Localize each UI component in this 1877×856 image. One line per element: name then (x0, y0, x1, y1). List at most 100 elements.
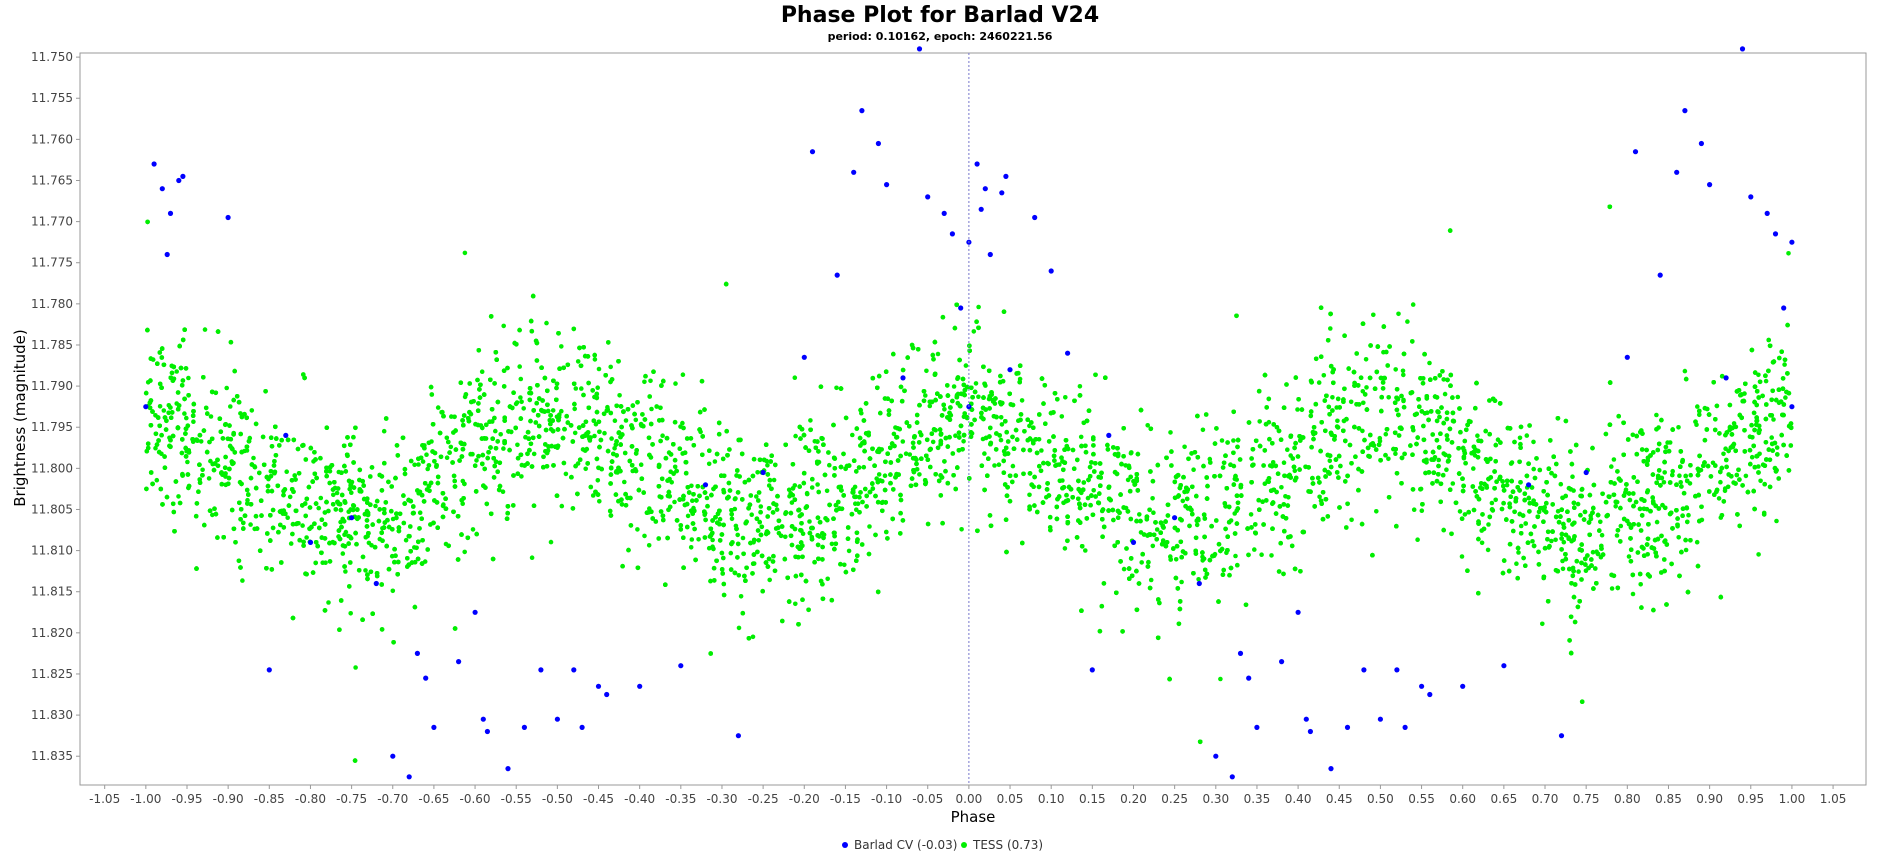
tess-point (1630, 432, 1636, 438)
tess-point (1249, 525, 1254, 530)
tess-point (162, 454, 167, 459)
tess-point (1231, 438, 1236, 443)
tess-point (607, 508, 613, 514)
tess-point (373, 503, 378, 509)
tess-point (1262, 481, 1268, 487)
tess-point (1292, 468, 1298, 474)
tess-point (914, 412, 920, 418)
tess-point (726, 480, 732, 486)
tess-point (544, 320, 549, 326)
tess-point (1579, 699, 1585, 704)
tess-point (1579, 486, 1585, 492)
tess-point (1364, 385, 1369, 390)
tess-point (736, 625, 742, 631)
tess-point (717, 538, 723, 543)
tess-point (1313, 356, 1319, 362)
tess-point (1194, 522, 1200, 528)
tess-point (1560, 566, 1566, 572)
tess-point (1763, 378, 1769, 384)
tess-point (1618, 539, 1623, 544)
tess-point (1444, 410, 1450, 416)
tess-point (1618, 505, 1623, 511)
tess-point (1479, 540, 1485, 546)
tess-point (1396, 311, 1401, 317)
tess-point (1386, 395, 1391, 400)
tess-point (1514, 561, 1519, 566)
tess-point (184, 415, 189, 421)
tess-point (1337, 405, 1342, 410)
tess-point (824, 488, 830, 494)
tess-point (1415, 435, 1420, 440)
tess-point (579, 386, 584, 391)
tess-point (778, 533, 784, 539)
tess-point (815, 439, 820, 444)
tess-point (924, 368, 929, 374)
tess-point (1450, 481, 1456, 486)
tess-point (1527, 423, 1532, 428)
tess-point (886, 408, 892, 413)
tess-point (729, 516, 735, 522)
tess-point (227, 423, 232, 428)
tess-point (374, 498, 380, 504)
tess-point (935, 351, 941, 357)
tess-point (630, 403, 636, 408)
tess-point (476, 453, 481, 459)
tess-point (324, 473, 330, 479)
tess-point (425, 466, 431, 472)
tess-point (458, 380, 464, 386)
tess-point (381, 428, 387, 434)
tess-point (270, 525, 276, 531)
tess-point (196, 489, 201, 495)
tess-point (1516, 550, 1521, 555)
tess-point (248, 522, 253, 527)
tess-point (340, 516, 346, 522)
tess-point (596, 366, 602, 372)
tess-point (1325, 338, 1331, 343)
tess-point (597, 499, 602, 504)
tess-point (727, 447, 732, 452)
tess-point (1718, 479, 1723, 485)
tess-point (1401, 404, 1407, 410)
tess-point (885, 536, 890, 541)
tess-point (1031, 425, 1036, 431)
tess-point (310, 570, 316, 575)
tess-point (987, 513, 993, 518)
tess-point (642, 379, 647, 385)
tess-point (348, 611, 354, 616)
tess-point (681, 535, 686, 540)
tess-point (462, 250, 468, 256)
tess-point (559, 344, 564, 349)
tess-point (820, 544, 825, 550)
tess-point (1613, 504, 1618, 509)
tess-point (1471, 466, 1476, 471)
tess-point (1046, 439, 1052, 444)
tess-point (528, 441, 534, 447)
tess-point (360, 554, 366, 560)
tess-point (1578, 512, 1583, 518)
tess-point (1559, 536, 1564, 541)
tess-point (749, 512, 754, 517)
tess-point (416, 462, 421, 467)
tess-point (1371, 312, 1376, 318)
tess-point (1400, 368, 1406, 374)
tess-point (1233, 553, 1238, 559)
tess-point (1001, 458, 1006, 464)
tess-point (815, 482, 820, 487)
tess-point (168, 405, 173, 410)
tess-point (1447, 487, 1453, 493)
tess-point (1420, 381, 1426, 386)
tess-point (1566, 536, 1571, 541)
tess-point (1335, 418, 1340, 424)
tess-point (595, 385, 600, 391)
tess-point (1481, 526, 1487, 532)
tess-point (774, 507, 780, 512)
tess-point (163, 427, 169, 432)
chart-subtitle: period: 0.10162, epoch: 2460221.56 (828, 30, 1053, 43)
tess-point (595, 478, 601, 483)
tess-point (307, 505, 313, 510)
tess-point (620, 563, 625, 569)
tess-point (961, 439, 966, 444)
tess-point (583, 466, 588, 472)
tess-point (1360, 428, 1365, 434)
tess-point (1670, 468, 1675, 474)
